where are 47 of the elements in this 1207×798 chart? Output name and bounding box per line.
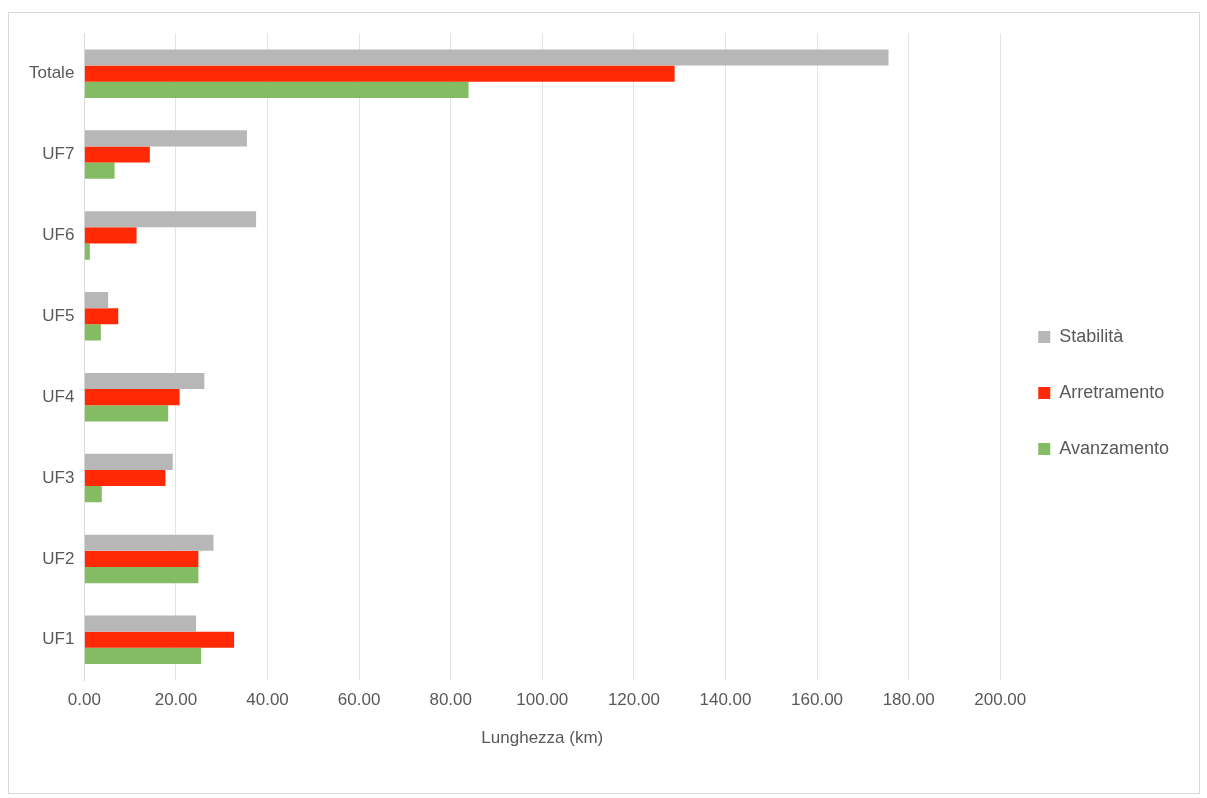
x-tick-label: 200.00 bbox=[974, 690, 1027, 710]
x-tick-label: 100.00 bbox=[516, 690, 569, 710]
bar bbox=[84, 49, 889, 66]
bar bbox=[84, 405, 169, 422]
y-tick-label: UF1 bbox=[42, 629, 75, 649]
bar bbox=[84, 130, 247, 147]
bar bbox=[84, 615, 197, 632]
x-tick-label: 140.00 bbox=[699, 690, 752, 710]
bar bbox=[84, 486, 102, 503]
bar bbox=[84, 647, 202, 665]
y-tick-label: Totale bbox=[28, 63, 75, 83]
bar bbox=[84, 324, 101, 341]
x-tick-label: 20.00 bbox=[154, 690, 198, 710]
y-tick-label: UF4 bbox=[42, 386, 75, 406]
bar bbox=[84, 162, 115, 179]
x-tick-label: 0.00 bbox=[67, 690, 101, 710]
bar bbox=[84, 389, 180, 406]
x-tick-label: 120.00 bbox=[607, 690, 660, 710]
legend-label: Stabilità bbox=[1059, 325, 1125, 346]
x-axis-title: Lunghezza (km) bbox=[481, 728, 604, 748]
bar bbox=[84, 566, 199, 584]
bar bbox=[84, 211, 257, 228]
bar bbox=[84, 550, 199, 567]
bar bbox=[84, 81, 469, 98]
y-tick-label: UF6 bbox=[42, 225, 75, 245]
y-tick-label: UF7 bbox=[42, 144, 75, 164]
bar bbox=[84, 227, 137, 244]
legend-label: Avanzamento bbox=[1059, 437, 1170, 458]
bar bbox=[84, 631, 235, 648]
bar bbox=[84, 146, 150, 163]
y-tick-label: UF3 bbox=[42, 467, 75, 487]
bar bbox=[84, 65, 675, 82]
y-tick-label: UF5 bbox=[42, 305, 75, 325]
bar bbox=[84, 453, 173, 470]
bar bbox=[84, 292, 109, 309]
bar bbox=[84, 534, 214, 551]
y-tick-label: UF2 bbox=[42, 548, 75, 568]
bar bbox=[84, 243, 90, 260]
x-tick-label: 60.00 bbox=[337, 690, 381, 710]
x-tick-label: 180.00 bbox=[882, 690, 935, 710]
x-tick-label: 40.00 bbox=[246, 690, 289, 710]
x-tick-label: 160.00 bbox=[791, 690, 844, 710]
bar bbox=[84, 469, 166, 487]
x-tick-label: 80.00 bbox=[429, 690, 472, 710]
bar bbox=[84, 308, 119, 325]
bar bbox=[84, 372, 205, 390]
legend-label: Arretramento bbox=[1059, 381, 1165, 402]
